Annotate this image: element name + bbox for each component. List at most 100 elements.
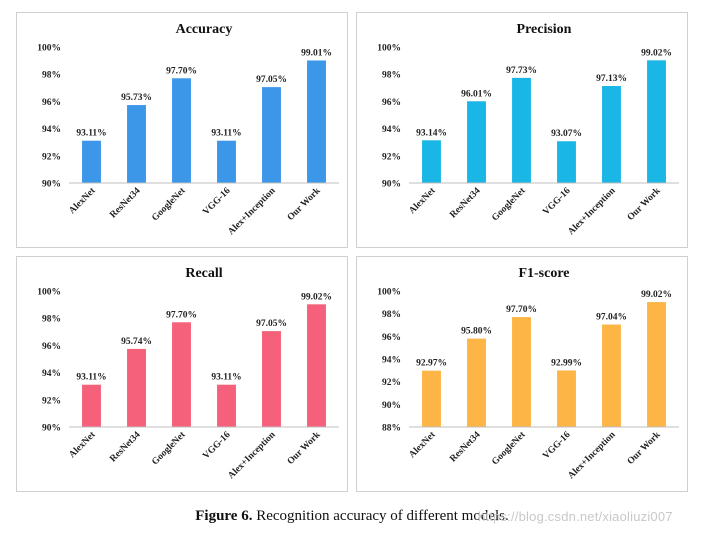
precision-bar — [602, 86, 621, 183]
accuracy-data-label: 97.05% — [256, 75, 287, 85]
accuracy-y-tick-label: 94% — [42, 125, 61, 135]
f1-score-category-label: AlexNet — [407, 429, 438, 460]
f1-score-bar — [557, 370, 576, 427]
precision-category-label: GoogleNet — [490, 185, 528, 223]
recall-data-label: 97.05% — [256, 319, 287, 329]
watermark: https://blog.csdn.net/xiaoliuzi007 — [478, 509, 673, 524]
precision-y-tick-label: 96% — [382, 98, 401, 108]
f1-score-chart-title: F1-score — [518, 266, 569, 281]
f1-score-y-tick-label: 90% — [382, 401, 401, 411]
recall-category-label: GoogleNet — [150, 429, 188, 467]
accuracy-category-label: Our Work — [286, 186, 323, 223]
figure-caption-label: Figure 6. — [195, 508, 253, 524]
precision-category-label: VGG-16 — [541, 186, 573, 218]
recall-data-label: 95.74% — [121, 337, 152, 347]
precision-data-label: 96.01% — [461, 89, 492, 99]
f1-score-data-label: 92.97% — [416, 359, 447, 369]
precision-bar — [557, 141, 576, 183]
recall-chart-panel: Recall 90% 92% 94% 96% 98% 100% 93.11% AlexNet 95… — [16, 256, 348, 492]
accuracy-y-tick-label: 96% — [42, 98, 61, 108]
recall-y-tick-label: 90% — [42, 424, 61, 434]
recall-y-tick-label: 96% — [42, 342, 61, 352]
f1-score-chart-panel: F1-score 88% 90% 92% 94% 96% 98% 100% 92.97% Alex… — [356, 256, 688, 492]
f1-score-category-label: Our Work — [626, 430, 663, 467]
precision-bar — [467, 101, 486, 183]
f1-score-data-label: 99.02% — [641, 290, 672, 300]
f1-score-y-tick-label: 92% — [382, 378, 401, 388]
recall-y-tick-label: 92% — [42, 396, 61, 406]
figure-caption: Figure 6. Recognition accuracy of differ… — [0, 508, 704, 525]
recall-data-label: 93.11% — [211, 373, 241, 383]
accuracy-y-tick-label: 92% — [42, 152, 61, 162]
accuracy-bar — [127, 105, 146, 183]
f1-score-y-tick-label: 96% — [382, 333, 401, 343]
f1-score-y-tick-label: 98% — [382, 310, 401, 320]
precision-bar — [512, 77, 531, 183]
recall-category-label: VGG-16 — [201, 430, 233, 462]
f1-score-bar — [467, 338, 486, 427]
precision-y-tick-label: 90% — [382, 180, 401, 190]
accuracy-data-label: 93.11% — [76, 129, 106, 139]
f1-score-y-tick-label: 100% — [377, 288, 401, 298]
f1-score-category-label: Alex+Inception — [566, 430, 618, 482]
recall-bar — [307, 304, 326, 427]
recall-bar — [262, 331, 281, 427]
precision-data-label: 97.13% — [596, 74, 627, 84]
precision-data-label: 93.07% — [551, 129, 582, 139]
precision-category-label: Alex+Inception — [566, 186, 618, 238]
f1-score-y-tick-label: 94% — [382, 356, 401, 366]
precision-data-label: 93.14% — [416, 128, 447, 138]
recall-bar — [82, 384, 101, 427]
accuracy-chart-panel: Accuracy 90% 92% 94% 96% 98% 100% 93.11% AlexNet… — [16, 12, 348, 248]
f1-score-category-label: ResNet34 — [448, 430, 482, 464]
recall-category-label: Alex+Inception — [226, 430, 278, 482]
precision-y-tick-label: 94% — [382, 125, 401, 135]
f1-score-bar — [422, 370, 441, 427]
f1-score-bar — [602, 324, 621, 427]
recall-category-label: AlexNet — [67, 429, 98, 460]
recall-chart-title: Recall — [185, 266, 222, 281]
accuracy-y-tick-label: 100% — [37, 44, 61, 54]
f1-score-category-label: VGG-16 — [541, 430, 573, 462]
accuracy-bar — [217, 140, 236, 183]
precision-y-tick-label: 100% — [377, 44, 401, 54]
accuracy-category-label: ResNet34 — [108, 186, 142, 220]
precision-y-tick-label: 98% — [382, 71, 401, 81]
precision-data-label: 99.02% — [641, 48, 672, 58]
f1-score-bar — [647, 302, 666, 427]
accuracy-bar — [172, 78, 191, 183]
accuracy-data-label: 93.11% — [211, 129, 241, 139]
recall-category-label: Our Work — [286, 430, 323, 467]
accuracy-y-tick-label: 98% — [42, 71, 61, 81]
recall-data-label: 99.02% — [301, 292, 332, 302]
precision-bar — [647, 60, 666, 183]
accuracy-bar — [307, 60, 326, 183]
f1-score-data-label: 97.04% — [596, 313, 627, 323]
precision-chart-panel: Precision 90% 92% 94% 96% 98% 100% 93.14% AlexNe… — [356, 12, 688, 248]
f1-score-y-tick-label: 88% — [382, 424, 401, 434]
recall-category-label: ResNet34 — [108, 430, 142, 464]
f1-score-data-label: 92.99% — [551, 358, 582, 368]
accuracy-category-label: AlexNet — [67, 185, 98, 216]
recall-y-tick-label: 98% — [42, 315, 61, 325]
precision-category-label: ResNet34 — [448, 186, 482, 220]
recall-bar — [217, 384, 236, 427]
precision-category-label: AlexNet — [407, 185, 438, 216]
recall-y-tick-label: 94% — [42, 369, 61, 379]
recall-data-label: 93.11% — [76, 373, 106, 383]
precision-data-label: 97.73% — [506, 66, 537, 76]
f1-score-category-label: GoogleNet — [490, 429, 528, 467]
accuracy-data-label: 97.70% — [166, 66, 197, 76]
accuracy-bar — [262, 87, 281, 183]
recall-y-tick-label: 100% — [37, 288, 61, 298]
recall-data-label: 97.70% — [166, 310, 197, 320]
accuracy-data-label: 99.01% — [301, 48, 332, 58]
figure-caption-text: Recognition accuracy of different models… — [252, 508, 509, 524]
accuracy-category-label: VGG-16 — [201, 186, 233, 218]
f1-score-bar — [512, 317, 531, 427]
recall-bar — [172, 322, 191, 427]
f1-score-data-label: 97.70% — [506, 305, 537, 315]
accuracy-data-label: 95.73% — [121, 93, 152, 103]
accuracy-category-label: Alex+Inception — [226, 186, 278, 238]
f1-score-data-label: 95.80% — [461, 327, 492, 337]
